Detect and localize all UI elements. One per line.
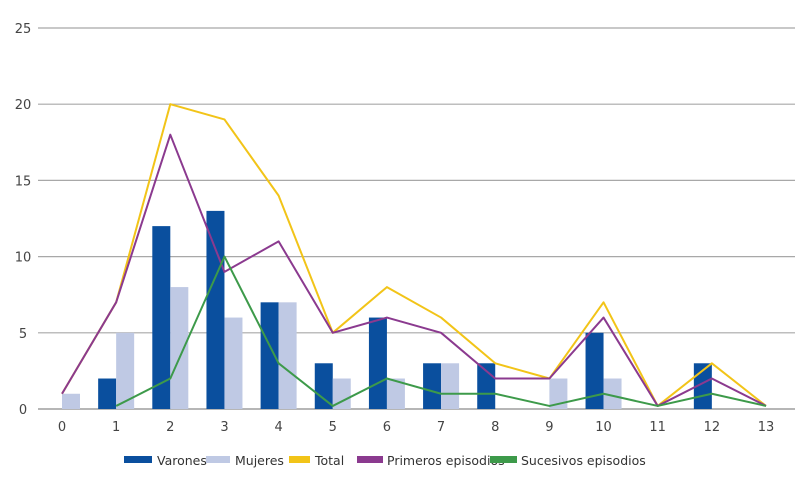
bar-varones bbox=[152, 226, 171, 409]
x-tick-label: 12 bbox=[704, 420, 721, 435]
legend-label: Total bbox=[314, 453, 344, 468]
bar-mujeres bbox=[170, 287, 189, 409]
x-tick-label: 0 bbox=[58, 420, 66, 435]
legend-label: Mujeres bbox=[235, 453, 284, 468]
bar-mujeres bbox=[441, 363, 460, 409]
x-tick-label: 4 bbox=[274, 420, 282, 435]
legend-swatch bbox=[289, 456, 310, 463]
bar-varones bbox=[206, 210, 225, 409]
bar-varones bbox=[260, 302, 279, 409]
x-tick-label: 8 bbox=[491, 420, 499, 435]
legend-swatch bbox=[357, 456, 383, 463]
x-tick-label: 6 bbox=[383, 420, 391, 435]
bar-mujeres bbox=[278, 302, 297, 409]
bar-mujeres bbox=[116, 332, 135, 409]
x-tick-label: 2 bbox=[166, 420, 174, 435]
y-tick-label: 0 bbox=[19, 403, 27, 418]
legend-label: Varones bbox=[157, 453, 207, 468]
bar-varones bbox=[314, 363, 333, 409]
y-tick-label: 10 bbox=[15, 251, 32, 266]
bar-varones bbox=[368, 317, 387, 409]
bar-varones bbox=[98, 378, 117, 409]
line-total bbox=[61, 103, 767, 407]
legend-swatch bbox=[490, 456, 517, 463]
bar-mujeres bbox=[386, 378, 405, 409]
line-sucesivos-episodios bbox=[115, 255, 767, 407]
y-tick-label: 15 bbox=[15, 174, 32, 189]
x-tick-label: 10 bbox=[595, 420, 612, 435]
bar-varones bbox=[585, 332, 604, 409]
legend-label: Primeros episodios bbox=[387, 453, 505, 468]
bar-mujeres bbox=[549, 378, 568, 409]
x-tick-label: 3 bbox=[220, 420, 228, 435]
y-tick-label: 20 bbox=[15, 98, 32, 113]
x-tick-label: 11 bbox=[649, 420, 666, 435]
x-tick-label: 7 bbox=[437, 420, 445, 435]
legend-swatch bbox=[206, 456, 230, 463]
bar-mujeres bbox=[332, 378, 351, 409]
y-tick-label: 5 bbox=[19, 327, 27, 342]
legend-label: Sucesivos episodios bbox=[521, 453, 646, 468]
x-tick-label: 1 bbox=[112, 420, 120, 435]
line-primeros-episodios bbox=[61, 133, 767, 407]
bar-mujeres bbox=[603, 378, 622, 409]
bar-mujeres bbox=[224, 317, 243, 409]
x-tick-label: 13 bbox=[758, 420, 775, 435]
y-tick-label: 25 bbox=[15, 22, 32, 37]
legend-swatch bbox=[124, 456, 152, 463]
x-tick-label: 9 bbox=[545, 420, 553, 435]
x-tick-label: 5 bbox=[329, 420, 337, 435]
bar-mujeres bbox=[62, 393, 80, 409]
bar-varones bbox=[423, 363, 442, 409]
